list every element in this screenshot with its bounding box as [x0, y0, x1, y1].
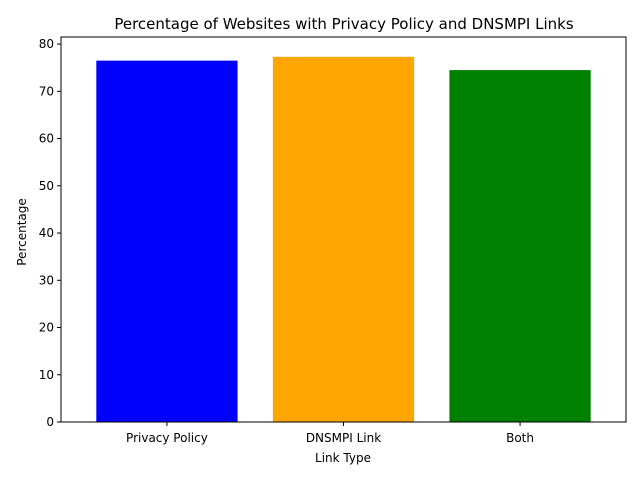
y-axis-label: Percentage: [15, 198, 29, 266]
x-axis-label: Link Type: [315, 451, 371, 465]
bars: [96, 56, 591, 423]
bar-privacy-policy: [96, 60, 238, 423]
y-tick-label: 60: [39, 132, 54, 146]
chart-title: Percentage of Websites with Privacy Poli…: [114, 15, 574, 33]
y-axis-ticks: 0 10 20 30 40 50 60 70 80: [39, 37, 61, 429]
y-tick-label: 80: [39, 37, 54, 51]
y-tick-label: 0: [46, 415, 54, 429]
x-axis-ticks: Privacy Policy DNSMPI Link Both: [126, 422, 534, 445]
x-tick-label: DNSMPI Link: [306, 431, 381, 445]
y-tick-label: 10: [39, 368, 54, 382]
y-tick-label: 20: [39, 321, 54, 335]
y-tick-label: 40: [39, 226, 54, 240]
y-tick-label: 30: [39, 273, 54, 287]
bar-both: [449, 70, 591, 423]
x-tick-label: Both: [506, 431, 534, 445]
y-tick-label: 50: [39, 179, 54, 193]
axes-frame: [60, 36, 627, 423]
x-tick-label: Privacy Policy: [126, 431, 208, 445]
bar-dnsmpi-link: [272, 56, 415, 423]
y-tick-label: 70: [39, 84, 54, 98]
